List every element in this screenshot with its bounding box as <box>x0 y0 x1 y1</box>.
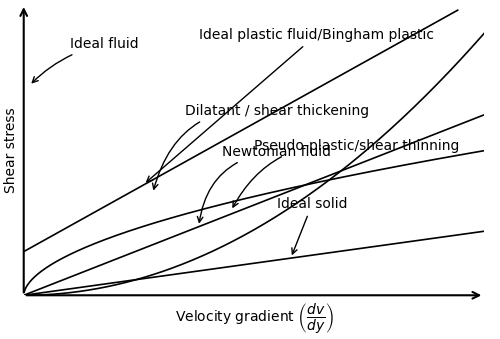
Text: Newtonian fluid: Newtonian fluid <box>198 144 330 222</box>
X-axis label: Velocity gradient $\left(\dfrac{dv}{dy}\right)$: Velocity gradient $\left(\dfrac{dv}{dy}\… <box>174 301 334 335</box>
Text: Ideal plastic fluid/Bingham plastic: Ideal plastic fluid/Bingham plastic <box>146 28 434 182</box>
Text: Dilatant / shear thickening: Dilatant / shear thickening <box>152 104 369 189</box>
Text: Pseudo-plastic/shear thinning: Pseudo-plastic/shear thinning <box>233 139 460 207</box>
Text: Ideal solid: Ideal solid <box>277 197 347 254</box>
Text: Ideal fluid: Ideal fluid <box>32 37 138 83</box>
Y-axis label: Shear stress: Shear stress <box>4 107 18 193</box>
